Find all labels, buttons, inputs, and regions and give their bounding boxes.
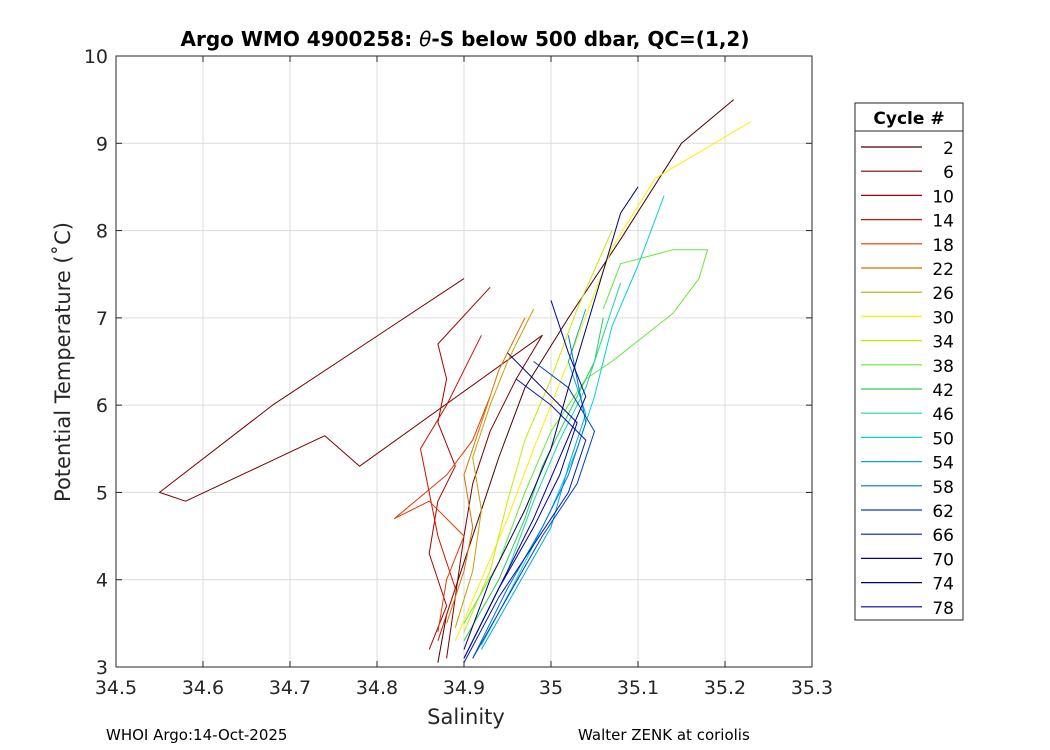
legend-label: 30: [932, 308, 954, 328]
series-line-cycle-34: [463, 230, 613, 633]
legend-entry-cycle-18: 18: [861, 236, 954, 256]
legend-label: 66: [932, 526, 954, 546]
series-line-cycle-22: [446, 317, 526, 624]
legend-label: 50: [932, 429, 954, 449]
series-line-cycle-18: [393, 396, 491, 633]
legend-entry-cycle-62: 62: [861, 502, 954, 522]
legend: Cycle # 26101418222630343842465054586266…: [854, 102, 964, 621]
series-line-cycle-26: [454, 308, 535, 628]
x-tick-label: 34.5: [95, 677, 137, 699]
y-axis-ticks: 3 4 5 6 7 8 9 10: [84, 46, 812, 679]
legend-entry-cycle-46: 46: [861, 405, 954, 425]
series-line-cycle-58: [472, 335, 587, 659]
legend-label: 74: [932, 575, 954, 595]
legend-entry-cycle-2: 2: [861, 139, 954, 159]
y-axis-label: Potential Temperature (˚C): [51, 222, 75, 502]
legend-label: 10: [932, 187, 954, 207]
series-line-cycle-10: [428, 286, 491, 650]
legend-entry-cycle-6: 6: [861, 163, 954, 183]
legend-entry-cycle-30: 30: [861, 308, 954, 328]
legend-label: 54: [932, 454, 954, 474]
legend-title: Cycle #: [873, 109, 944, 129]
series-layer: [159, 99, 752, 663]
legend-label: 34: [932, 333, 954, 353]
y-tick-label: 5: [96, 482, 108, 504]
x-tick-label: 34.9: [443, 677, 485, 699]
series-line-cycle-74: [463, 186, 639, 650]
legend-entry-cycle-22: 22: [861, 260, 954, 280]
legend-label: 38: [932, 357, 954, 377]
legend-label: 2: [943, 139, 954, 159]
x-tick-label: 34.6: [182, 677, 224, 699]
legend-label: 14: [932, 212, 954, 232]
y-tick-label: 9: [96, 133, 108, 155]
x-tick-label: 35.3: [791, 677, 833, 699]
legend-label: 22: [932, 260, 954, 280]
legend-entry-cycle-54: 54: [861, 454, 954, 474]
footer-source: WHOI Argo:14-Oct-2025: [106, 726, 288, 744]
y-tick-label: 8: [96, 221, 108, 243]
legend-entry-cycle-38: 38: [861, 357, 954, 377]
y-tick-label: 6: [96, 395, 108, 417]
legend-entry-cycle-58: 58: [861, 478, 954, 498]
legend-entry-cycle-70: 70: [861, 550, 954, 570]
x-tick-label: 35.1: [617, 677, 659, 699]
legend-entry-cycle-14: 14: [861, 212, 954, 232]
legend-entry-cycle-74: 74: [861, 575, 954, 595]
legend-label: 6: [943, 163, 954, 183]
legend-label: 26: [932, 284, 954, 304]
legend-label: 42: [932, 381, 954, 401]
legend-entry-cycle-50: 50: [861, 429, 954, 449]
series-line-cycle-78: [463, 300, 587, 659]
legend-entry-cycle-78: 78: [861, 599, 954, 619]
x-tick-label: 35.2: [704, 677, 746, 699]
x-axis-ticks: 34.5 34.6 34.7 34.8 34.9 35 35.1 35.2 35.3: [95, 56, 833, 699]
legend-label: 46: [932, 405, 954, 425]
legend-label: 78: [932, 599, 954, 619]
legend-entry-cycle-34: 34: [861, 333, 954, 353]
legend-entry-cycle-26: 26: [861, 284, 954, 304]
series-line-cycle-38: [463, 249, 709, 624]
legend-entry-cycle-66: 66: [861, 526, 954, 546]
x-tick-label: 35: [539, 677, 563, 699]
x-axis-label: Salinity: [427, 705, 505, 729]
series-line-cycle-66: [463, 378, 587, 663]
y-tick-label: 10: [84, 46, 108, 68]
x-tick-label: 34.8: [356, 677, 398, 699]
y-tick-label: 4: [96, 570, 108, 592]
series-line-cycle-54: [480, 308, 587, 650]
series-line-cycle-14: [420, 335, 482, 641]
legend-entry-cycle-42: 42: [861, 381, 954, 401]
legend-label: 58: [932, 478, 954, 498]
legend-entry-cycle-10: 10: [861, 187, 954, 207]
legend-label: 70: [932, 550, 954, 570]
chart-title: Argo WMO 4900258: θ-S below 500 dbar, QC…: [181, 27, 750, 51]
footer-credit: Walter ZENK at coriolis: [578, 726, 750, 744]
legend-label: 62: [932, 502, 954, 522]
y-tick-label: 7: [96, 308, 108, 330]
x-tick-label: 34.7: [269, 677, 311, 699]
y-tick-label: 3: [96, 657, 108, 679]
legend-label: 18: [932, 236, 954, 256]
